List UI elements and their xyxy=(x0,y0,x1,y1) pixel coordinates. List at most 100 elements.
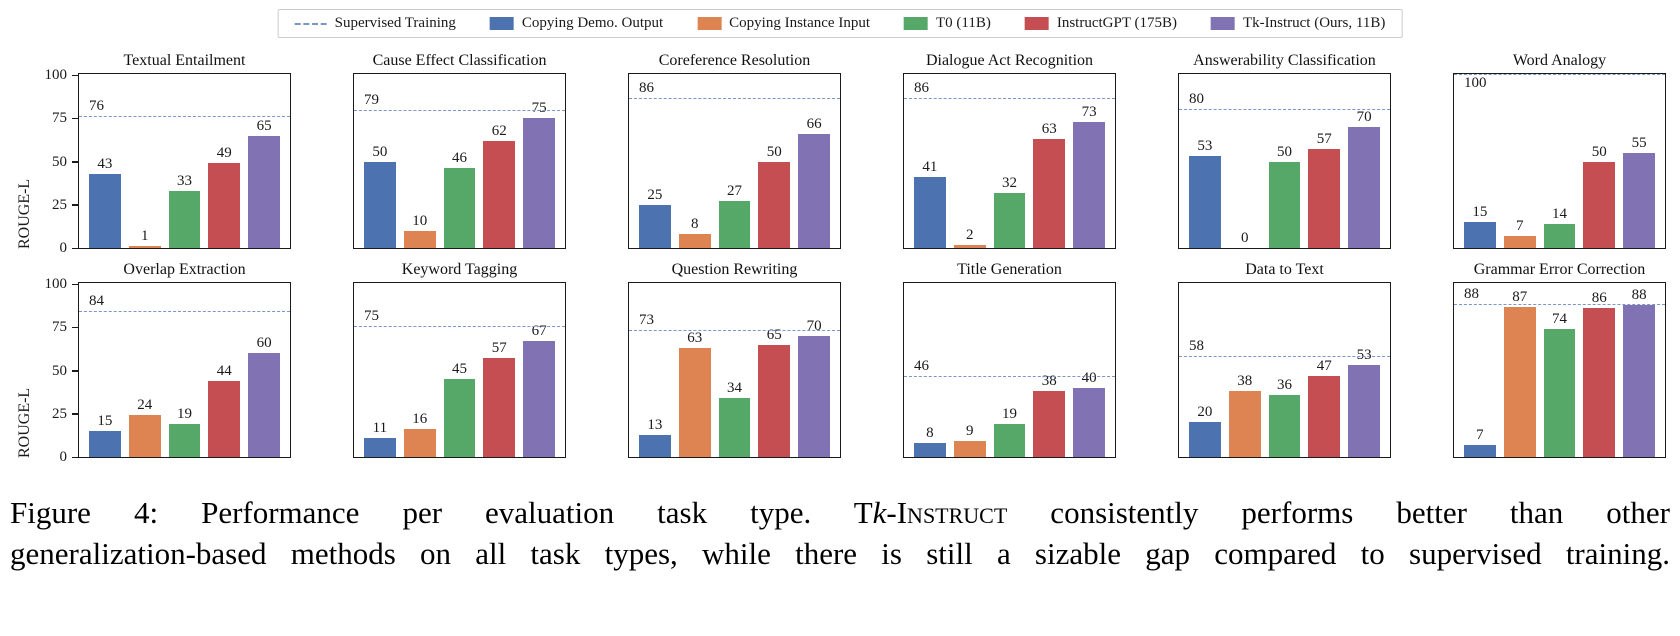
bar xyxy=(798,335,830,457)
bar-value-label: 45 xyxy=(451,361,467,378)
bar-slot: 63 xyxy=(675,283,715,457)
bar-slot: 50 xyxy=(1265,74,1305,248)
bar-slot: 0 xyxy=(1225,74,1265,248)
bar-value-label: 75 xyxy=(531,100,547,117)
bar-value-label: 36 xyxy=(1276,376,1292,393)
legend-item: Copying Demo. Output xyxy=(489,15,663,32)
bar-value-label: 20 xyxy=(1197,404,1213,421)
y-tick-label: 100 xyxy=(44,276,68,292)
bar xyxy=(1268,161,1301,248)
y-axis-label: ROUGE-L xyxy=(16,387,33,458)
dashed-line-swatch-icon xyxy=(294,22,327,25)
bar-slot: 50 xyxy=(360,74,400,248)
plot-area: 25 8 27 50 66 86 xyxy=(628,73,841,249)
bar xyxy=(1073,387,1105,457)
bar-slot: 86 xyxy=(1579,283,1619,457)
bar xyxy=(1463,222,1496,248)
bar xyxy=(208,380,241,457)
bar xyxy=(403,230,436,248)
supervised-line xyxy=(354,326,565,328)
bar-value-label: 25 xyxy=(647,186,663,203)
bar-slot: 1 xyxy=(125,74,165,248)
bar-slot: 67 xyxy=(519,283,559,457)
bar-slot: 87 xyxy=(1500,283,1540,457)
bar xyxy=(523,341,555,457)
bar xyxy=(1073,121,1105,248)
plot-area: 43 1 33 49 65 76 xyxy=(78,73,291,249)
bar-value-label: 0 xyxy=(1240,230,1249,246)
bar-value-label: 50 xyxy=(372,143,388,160)
supervised-value-label: 86 xyxy=(639,80,654,97)
y-tick-label: 75 xyxy=(52,319,67,336)
supervised-value-label: 46 xyxy=(914,358,929,375)
y-tick-mark xyxy=(72,74,78,76)
bar xyxy=(248,135,280,248)
bar-slot: 36 xyxy=(1265,283,1305,457)
bar xyxy=(168,424,201,457)
legend-item: Tk-Instruct (Ours, 11B) xyxy=(1210,15,1386,32)
y-tick-label: 0 xyxy=(59,449,68,465)
chart-title: Overlap Extraction xyxy=(123,261,246,278)
supervised-value-label: 79 xyxy=(364,92,379,109)
plot-area: 50 10 46 62 75 79 xyxy=(353,73,566,249)
bar-slot: 41 xyxy=(910,74,950,248)
bar xyxy=(208,163,241,248)
bar-value-label: 38 xyxy=(1237,373,1253,390)
bar-value-label: 66 xyxy=(806,115,822,132)
plot-area: 15 24 19 44 60 84 xyxy=(78,282,291,458)
bar-slot: 19 xyxy=(165,283,205,457)
bar-value-label: 15 xyxy=(1472,204,1488,221)
legend-label: Supervised Training xyxy=(334,15,456,31)
legend-item: T0 (11B) xyxy=(903,15,991,32)
bar-value-label: 65 xyxy=(256,117,272,134)
legend-item: Copying Instance Input xyxy=(697,15,870,32)
bar-value-label: 70 xyxy=(1356,108,1372,125)
bar xyxy=(1308,375,1341,457)
bar-slot: 73 xyxy=(1069,74,1109,248)
bar xyxy=(1188,156,1221,248)
supervised-line xyxy=(1454,303,1665,305)
plot-wrap: 8 9 19 38 40 46 xyxy=(903,282,1116,458)
legend-label: Tk-Instruct (Ours, 11B) xyxy=(1242,15,1386,31)
plot-wrap: 15 7 14 50 55 100 xyxy=(1453,73,1666,249)
legend-item: InstructGPT (175B) xyxy=(1024,15,1177,32)
bar-value-label: 47 xyxy=(1316,357,1332,374)
bar-slot: 8 xyxy=(910,283,950,457)
bar-slot: 20 xyxy=(1185,283,1225,457)
bar-value-label: 46 xyxy=(451,150,467,167)
plot-wrap: 20 38 36 47 53 58 xyxy=(1178,282,1391,458)
bar-slot: 8 xyxy=(675,74,715,248)
bar-value-label: 86 xyxy=(1591,290,1607,307)
bar-slot: 47 xyxy=(1304,283,1344,457)
bar xyxy=(1583,308,1616,457)
bar-slot: 24 xyxy=(125,283,165,457)
bar xyxy=(1583,161,1616,248)
supervised-line xyxy=(1179,108,1390,110)
color-swatch-icon xyxy=(1024,17,1049,30)
y-tick-mark xyxy=(72,204,78,206)
bar-value-label: 16 xyxy=(412,411,428,428)
chart-title: Word Analogy xyxy=(1512,52,1607,69)
subplot: Textual Entailment ROUGE-L 0 25 50 75 100 43 1 33… xyxy=(16,52,291,256)
bar-slot: 46 xyxy=(440,74,480,248)
bar-value-label: 27 xyxy=(726,183,742,200)
bar-slot: 57 xyxy=(479,283,519,457)
plot-wrap: 13 63 34 65 70 73 xyxy=(628,282,841,458)
bar-value-label: 24 xyxy=(137,397,153,414)
bar xyxy=(1348,126,1380,248)
plot-area: 8 9 19 38 40 46 xyxy=(903,282,1116,458)
bar-slot: 40 xyxy=(1069,283,1109,457)
bar-slot: 16 xyxy=(400,283,440,457)
y-tick-mark xyxy=(72,370,78,372)
bar-value-label: 19 xyxy=(176,406,192,423)
caption-text-start: Figure 4: Performance per evaluation tas… xyxy=(10,495,854,530)
y-tick-mark xyxy=(72,247,78,249)
bar-slot: 7 xyxy=(1500,74,1540,248)
bar-value-label: 43 xyxy=(97,155,113,172)
bar-slot: 49 xyxy=(204,74,244,248)
bar-value-label: 63 xyxy=(687,330,703,347)
bar-value-label: 7 xyxy=(1476,426,1484,443)
chart-title: Textual Entailment xyxy=(123,52,246,69)
bar-value-label: 8 xyxy=(690,216,699,233)
